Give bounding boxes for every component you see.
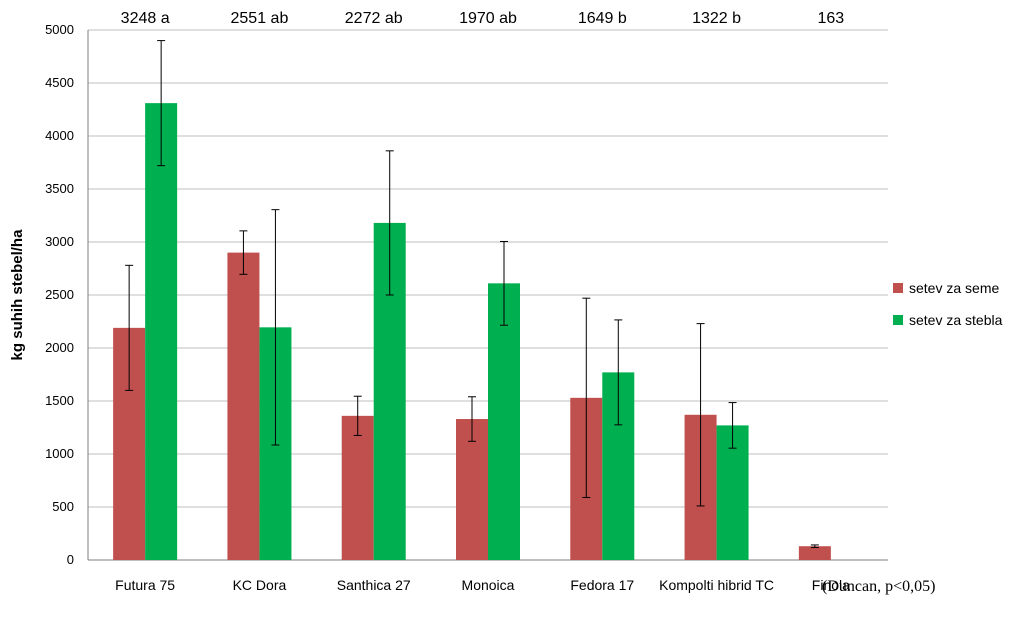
- legend-label: setev za seme: [909, 280, 999, 296]
- top-annotation: 3248 a: [121, 10, 170, 27]
- legend-label: setev za stebla: [909, 312, 1003, 328]
- y-tick-label: 2500: [45, 287, 74, 302]
- x-category-label: Santhica 27: [337, 577, 411, 593]
- top-annotation: 1649 b: [578, 10, 627, 27]
- legend-swatch: [893, 283, 903, 293]
- legend-swatch: [893, 315, 903, 325]
- y-tick-label: 5000: [45, 22, 74, 37]
- bar-stebla-3: [488, 283, 520, 560]
- x-category-label: Fedora 17: [570, 577, 634, 593]
- x-category-label: Futura 75: [115, 577, 175, 593]
- y-tick-label: 1000: [45, 446, 74, 461]
- y-tick-label: 0: [67, 552, 74, 567]
- y-tick-label: 500: [52, 499, 74, 514]
- top-annotation: 1322 b: [692, 10, 741, 27]
- y-tick-label: 3500: [45, 181, 74, 196]
- bar-seme-6: [798, 546, 831, 560]
- x-category-label: Kompolti hibrid TC: [659, 577, 774, 593]
- x-category-label: Monoica: [462, 577, 515, 593]
- y-tick-label: 2000: [45, 340, 74, 355]
- top-annotation: 163: [818, 10, 845, 27]
- y-axis-label: kg suhih stebel/ha: [9, 229, 26, 361]
- bar-seme-3: [456, 419, 488, 560]
- y-tick-label: 3000: [45, 234, 74, 249]
- error-bars: [125, 40, 819, 548]
- bars: [113, 103, 831, 561]
- top-annotation: 1970 ab: [459, 10, 517, 27]
- labels: Futura 75 3248 a KC Dora 2551 ab Santhica 27…: [115, 10, 850, 593]
- x-category-label: Finola: [812, 577, 850, 593]
- legend: setev za seme setev za stebla: [893, 280, 1003, 328]
- y-tick-label: 1500: [45, 393, 74, 408]
- y-tick-label: 4000: [45, 128, 74, 143]
- axes: 0 500 1000 1500 2000 2500 3000 3500 4000 4500 5000: [45, 22, 888, 567]
- x-category-label: KC Dora: [233, 577, 287, 593]
- bar-seme-2: [341, 415, 374, 560]
- y-tick-label: 4500: [45, 75, 74, 90]
- top-annotation: 2551 ab: [231, 10, 289, 27]
- footnote: (Duncan, p<0,05): [822, 578, 935, 595]
- top-annotation: 2272 ab: [345, 10, 403, 27]
- bar-stebla-0: [145, 103, 178, 560]
- bar-seme-1: [227, 252, 260, 560]
